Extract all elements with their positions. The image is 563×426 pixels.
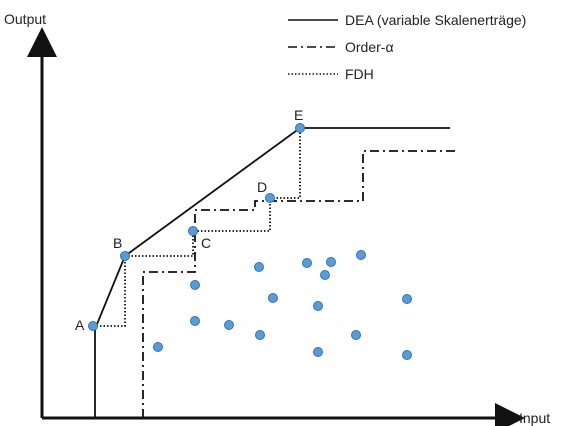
- legend-label-dea: DEA (variable Skalenerträge): [345, 12, 526, 28]
- point-a: [88, 321, 98, 331]
- legend-label-fdh: FDH: [345, 66, 374, 82]
- data-point: [351, 330, 361, 340]
- data-point: [313, 347, 323, 357]
- data-point: [402, 350, 412, 360]
- point-e: [295, 123, 305, 133]
- label-point-c: C: [201, 235, 211, 251]
- label-point-a: A: [75, 317, 85, 333]
- data-point: [190, 280, 200, 290]
- point-b: [120, 251, 130, 261]
- label-point-d: D: [257, 179, 267, 195]
- legend: DEA (variable Skalenerträge) Order-α FDH: [288, 12, 526, 82]
- order-alpha-frontier: [142, 150, 458, 418]
- data-point: [153, 342, 163, 352]
- data-point: [356, 250, 366, 260]
- data-point: [268, 293, 278, 303]
- y-axis-label: Output: [4, 11, 46, 27]
- label-point-e: E: [294, 107, 303, 123]
- point-d: [265, 193, 275, 203]
- data-point: [313, 301, 323, 311]
- data-point: [255, 330, 265, 340]
- frontier-points: [88, 123, 305, 331]
- data-point: [326, 257, 336, 267]
- x-axis-label: Input: [519, 410, 550, 426]
- data-point: [254, 262, 264, 272]
- dea-frontier: [94, 127, 450, 418]
- data-point: [402, 294, 412, 304]
- data-point: [224, 320, 234, 330]
- label-point-b: B: [113, 235, 122, 251]
- data-point: [320, 270, 330, 280]
- data-point: [302, 258, 312, 268]
- legend-label-order-alpha: Order-α: [345, 39, 394, 55]
- interior-points: [153, 250, 412, 360]
- point-c: [188, 226, 198, 236]
- data-point: [190, 316, 200, 326]
